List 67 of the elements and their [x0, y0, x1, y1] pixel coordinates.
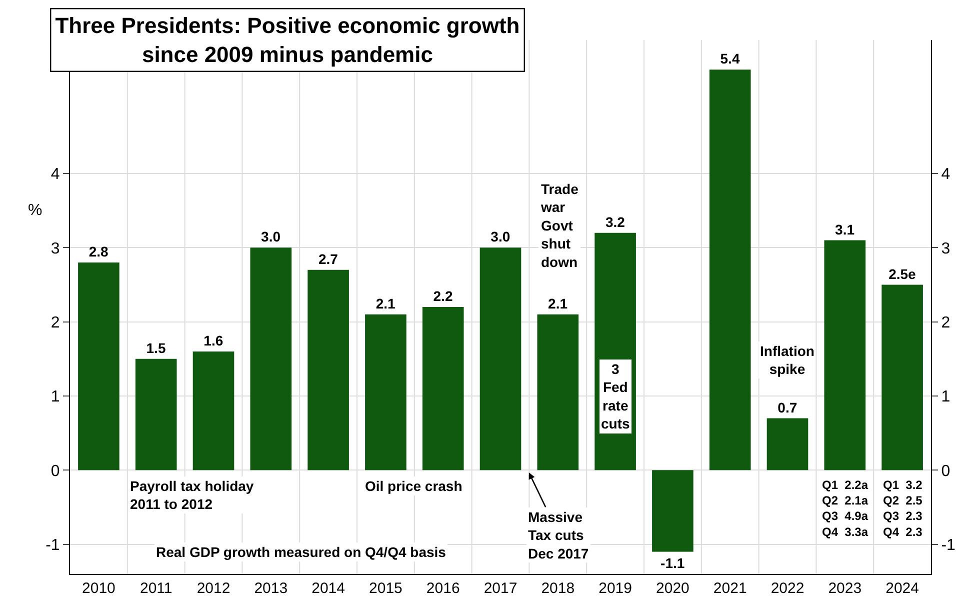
x-tick-label: 2018 — [541, 580, 575, 597]
data-label: 2.1 — [376, 295, 396, 312]
data-label: 3.0 — [490, 228, 510, 245]
annotation: Payroll tax holiday 2011 to 2012 — [130, 478, 254, 512]
data-label: 2.7 — [318, 250, 338, 267]
y-axis-title: % — [28, 202, 42, 219]
data-label: 5.4 — [720, 50, 740, 67]
x-tick-label: 2019 — [598, 580, 632, 597]
bar — [422, 307, 464, 470]
x-tick-label: 2010 — [82, 580, 116, 597]
bar — [192, 352, 234, 470]
annotation: Q1 2.2a Q2 2.1a Q3 4.9a Q4 3.3a — [822, 478, 868, 539]
x-tick-label: 2014 — [312, 580, 345, 597]
bar — [308, 270, 349, 470]
y-tick-label: 4 — [50, 166, 60, 184]
y2-tick-label: 0 — [941, 462, 950, 480]
data-label: 1.6 — [204, 332, 224, 348]
annotation: Trade war Govt shut down — [540, 181, 579, 270]
y-tick-label: -1 — [46, 536, 60, 554]
y2-tick-label: 4 — [941, 166, 950, 184]
annotation: Massive Tax cuts Dec 2017 — [528, 509, 589, 562]
bar — [78, 262, 120, 470]
x-tick-label: 2022 — [770, 580, 804, 597]
annotation: Real GDP growth measured on Q4/Q4 basis — [156, 544, 446, 560]
bar — [766, 418, 808, 470]
data-label: 3.0 — [261, 228, 281, 245]
bar — [709, 70, 751, 470]
data-label: 2.8 — [88, 244, 109, 260]
data-label: 2.5e — [888, 266, 916, 282]
data-label: 0.7 — [778, 399, 798, 416]
bar — [250, 248, 292, 470]
data-label: 3.1 — [835, 221, 855, 238]
x-tick-label: 2023 — [828, 580, 862, 597]
bar — [365, 314, 406, 470]
y2-tick-label: 3 — [941, 240, 950, 258]
bar — [824, 240, 866, 470]
x-tick-label: 2021 — [713, 580, 747, 597]
y-tick-label: 3 — [50, 240, 60, 258]
y2-tick-label: 1 — [941, 388, 950, 406]
data-label: -1.1 — [660, 554, 685, 571]
x-tick-label: 2013 — [254, 580, 288, 597]
data-label: 3.2 — [605, 214, 626, 230]
annotation: Inflation spike — [760, 343, 814, 378]
bar — [882, 284, 923, 470]
y2-tick-label: -1 — [941, 536, 956, 554]
data-label: 2.1 — [548, 295, 568, 312]
y-tick-label: 1 — [50, 388, 60, 406]
y-tick-label: 0 — [50, 462, 60, 480]
chart-title: Three Presidents: Positive economic growth since 2009 minus pandemic — [55, 13, 520, 67]
y-tick-label: 2 — [50, 314, 60, 332]
x-tick-label: 2016 — [426, 580, 460, 597]
bar — [537, 314, 579, 470]
x-tick-label: 2020 — [656, 580, 690, 597]
bar — [480, 248, 522, 470]
annotation: Q1 3.2 Q2 2.5 Q3 2.3 Q4 2.3 — [883, 478, 923, 539]
data-label: 1.5 — [146, 340, 166, 356]
data-label: 2.2 — [433, 288, 453, 304]
annotation: 3 Fed rate cuts — [601, 361, 630, 432]
x-tick-label: 2017 — [484, 580, 518, 597]
x-tick-label: 2012 — [196, 580, 230, 597]
y2-tick-label: 2 — [941, 314, 950, 332]
x-tick-label: 2011 — [140, 580, 172, 597]
bar — [135, 358, 177, 470]
annotation: Oil price crash — [365, 478, 462, 494]
bar — [652, 470, 694, 552]
x-tick-label: 2024 — [886, 580, 919, 597]
x-tick-label: 2015 — [369, 580, 402, 597]
